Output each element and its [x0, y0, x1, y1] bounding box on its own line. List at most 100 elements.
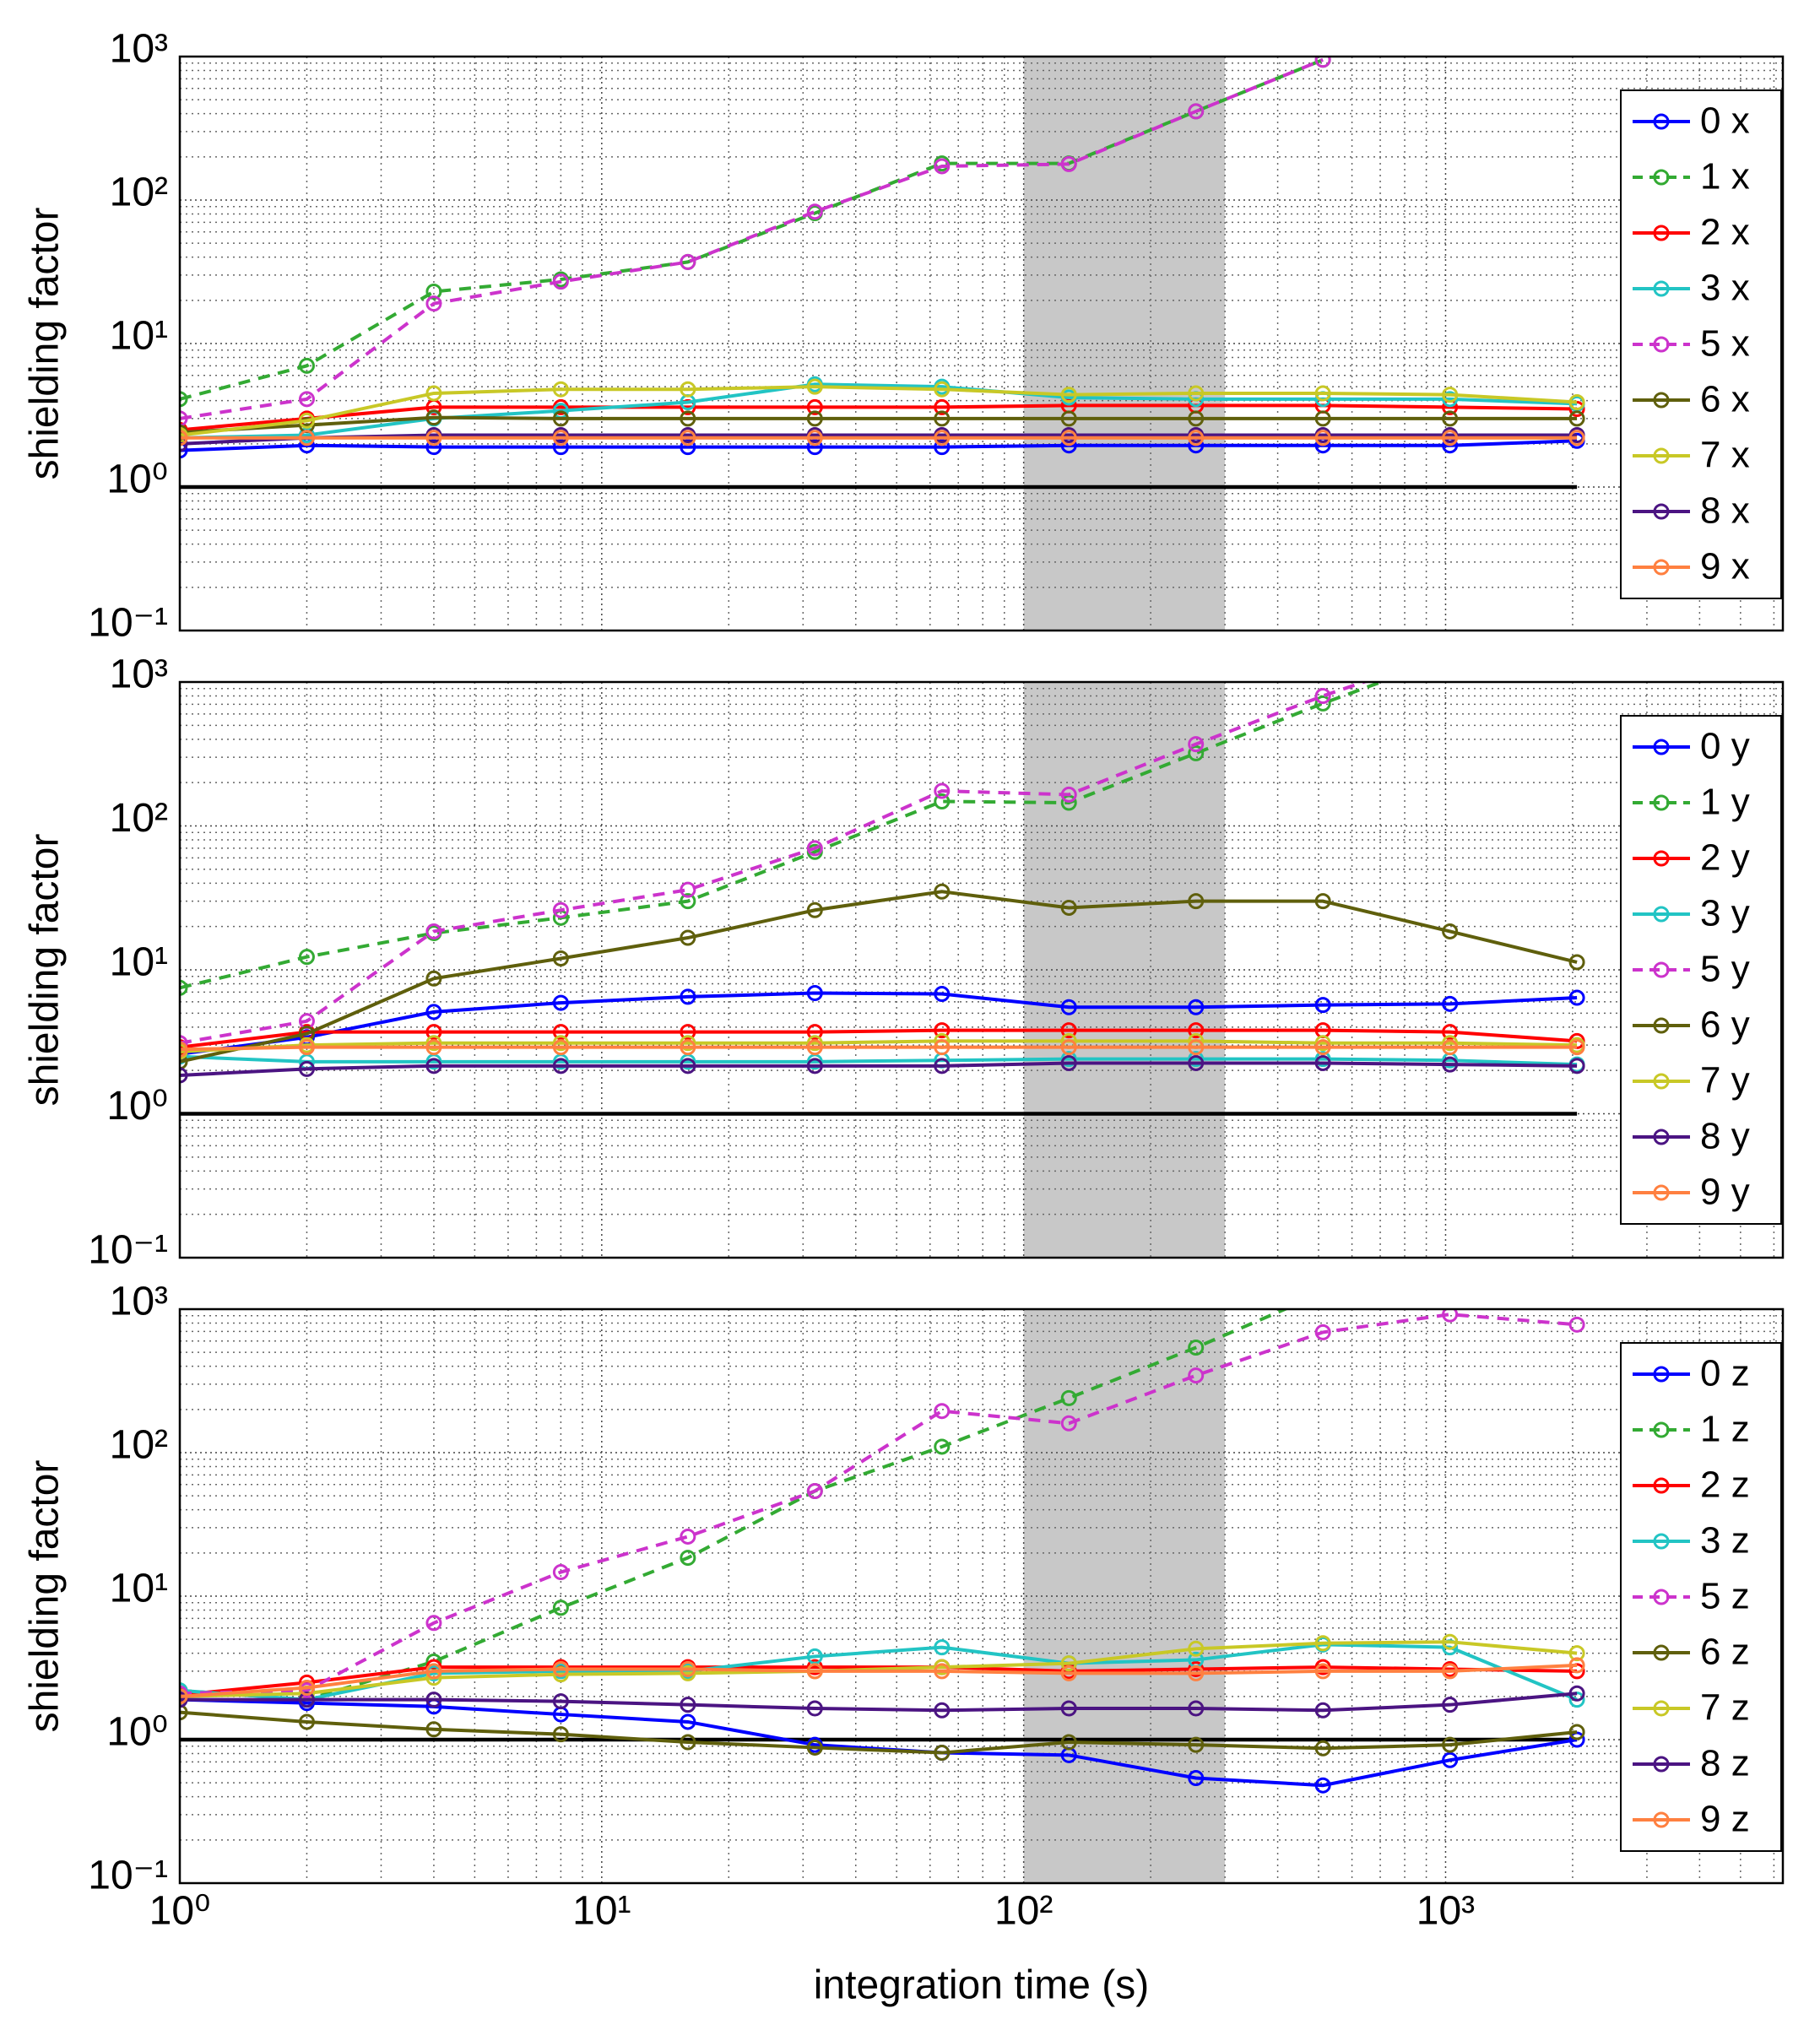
data-point — [1568, 1663, 1585, 1680]
data-point — [1060, 387, 1077, 403]
data-point — [1444, 646, 1457, 659]
series-line — [180, 1028, 1578, 1049]
data-point — [680, 1550, 696, 1567]
legend-label: 9 x — [1700, 546, 1750, 587]
data-point — [680, 439, 696, 456]
legend-label: 5 z — [1700, 1576, 1750, 1617]
data-point — [180, 436, 188, 452]
data-point — [1060, 1054, 1077, 1071]
legend-marker — [1653, 447, 1670, 464]
shaded-region — [1023, 1309, 1226, 1883]
legend-marker — [1653, 169, 1670, 186]
data-point — [1060, 1655, 1077, 1672]
data-point — [1568, 1724, 1585, 1740]
data-point — [1060, 1022, 1077, 1039]
data-point — [1188, 1039, 1205, 1056]
data-point — [1188, 1769, 1205, 1786]
legend-label: 3 z — [1700, 1520, 1750, 1562]
data-point — [1060, 155, 1077, 172]
data-point — [552, 994, 569, 1011]
data-point — [180, 979, 188, 996]
data-point — [1314, 688, 1331, 705]
data-point — [298, 1713, 315, 1730]
data-point — [1442, 1697, 1459, 1713]
data-point — [680, 929, 696, 946]
data-point — [552, 430, 569, 447]
legend-label: 8 y — [1700, 1116, 1750, 1157]
data-point — [680, 1024, 696, 1041]
data-point — [1314, 410, 1331, 427]
data-point — [1314, 1663, 1331, 1680]
series-line — [180, 1697, 1578, 1788]
data-point — [425, 385, 442, 402]
data-point — [1314, 1702, 1331, 1719]
data-point — [1442, 1736, 1459, 1753]
series-line — [180, 1640, 1578, 1698]
data-point — [552, 1726, 569, 1743]
data-point — [1568, 989, 1585, 1006]
data-point — [806, 840, 823, 857]
data-point — [1442, 1039, 1459, 1056]
legend-label: 5 y — [1700, 949, 1750, 990]
series-line — [180, 1692, 1578, 1713]
legend-marker — [1653, 1421, 1670, 1438]
legend-label: 5 x — [1700, 323, 1750, 365]
legend: 0 z 1 z 2 z 3 z 5 z 6 z 7 z 8 z 9 z — [1620, 1342, 1782, 1852]
data-point — [934, 883, 951, 900]
data-point — [180, 391, 188, 408]
data-point — [934, 1058, 951, 1075]
y-tick-label: 10² — [110, 171, 168, 215]
data-point — [934, 1702, 951, 1719]
data-point — [1188, 893, 1205, 910]
data-point — [934, 381, 951, 398]
data-point — [1442, 1663, 1459, 1680]
data-point — [1188, 1339, 1205, 1356]
data-point — [680, 253, 696, 270]
shaded-region — [1023, 682, 1226, 1258]
data-point — [425, 1721, 442, 1738]
data-point — [680, 1734, 696, 1751]
legend-box — [1620, 715, 1782, 1225]
data-point — [680, 1660, 696, 1677]
data-point — [425, 1058, 442, 1075]
data-point — [806, 1700, 823, 1717]
data-point — [1314, 695, 1331, 712]
legend-label: 6 z — [1700, 1632, 1750, 1673]
data-point — [680, 381, 696, 398]
data-point — [934, 430, 951, 447]
data-point — [680, 1713, 696, 1730]
legend-label: 0 y — [1700, 726, 1750, 767]
data-point — [934, 1438, 951, 1455]
data-point — [425, 1039, 442, 1056]
data-point — [934, 1039, 951, 1056]
data-point — [425, 1615, 442, 1632]
data-point — [934, 1663, 951, 1680]
data-point — [1314, 1054, 1331, 1071]
legend-marker — [1653, 1073, 1670, 1090]
data-point — [1442, 1309, 1459, 1323]
data-point — [1568, 430, 1585, 447]
data-point — [1568, 1657, 1585, 1674]
axes-frame — [178, 1307, 1785, 1885]
series-line — [180, 1039, 1578, 1053]
x-tick-label: 10⁰ — [149, 1889, 211, 1934]
data-point — [806, 1024, 823, 1041]
data-point — [425, 430, 442, 447]
data-point — [934, 793, 951, 809]
data-point — [680, 1039, 696, 1056]
data-point — [298, 430, 315, 447]
legend: 0 x 1 x 2 x 3 x 5 x 6 x 7 x 8 x 9 x — [1620, 89, 1782, 599]
data-point — [425, 1692, 442, 1708]
legend-label: 7 z — [1700, 1687, 1750, 1729]
data-point — [1060, 786, 1077, 803]
legend-label: 9 z — [1700, 1799, 1750, 1840]
data-point — [180, 1688, 188, 1705]
y-tick-label: 10² — [110, 1423, 168, 1468]
legend-marker — [1653, 336, 1670, 353]
data-point — [680, 1697, 696, 1713]
data-point — [1442, 1751, 1459, 1768]
series-group — [180, 1309, 1585, 1794]
data-point — [298, 412, 315, 429]
series-line — [180, 415, 1578, 435]
